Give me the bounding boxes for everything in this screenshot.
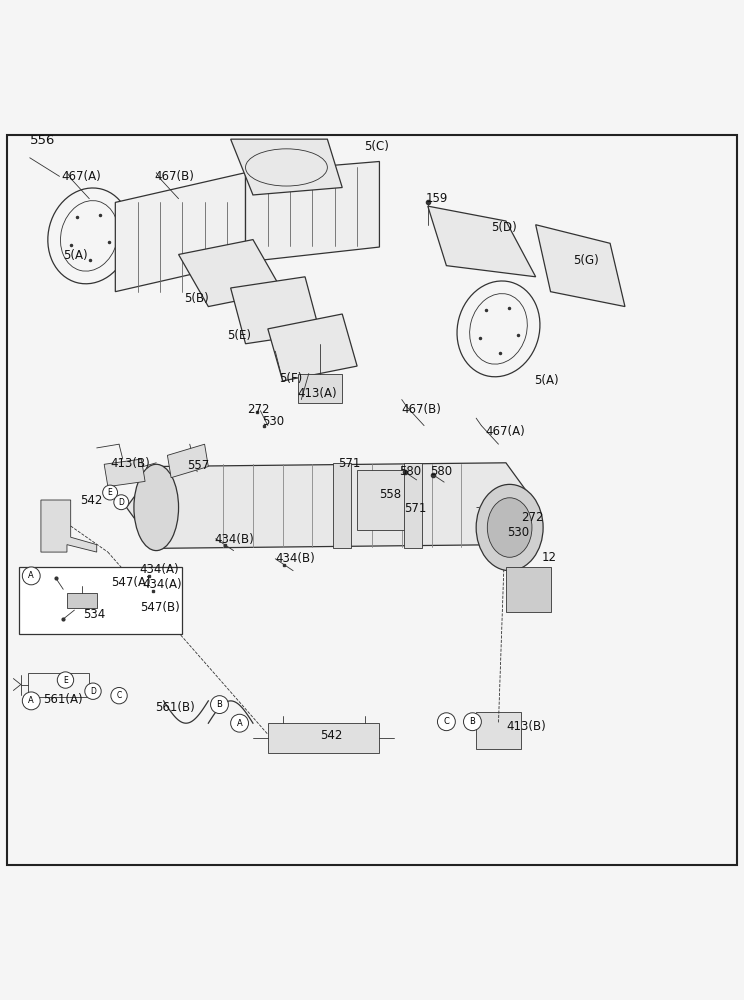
Text: 272: 272 [521, 511, 543, 524]
Text: 272: 272 [247, 403, 269, 416]
Text: 542: 542 [320, 729, 342, 742]
Circle shape [111, 687, 127, 704]
Text: 5(F): 5(F) [279, 372, 302, 385]
Text: E: E [63, 676, 68, 685]
Circle shape [437, 713, 455, 731]
Ellipse shape [476, 484, 543, 571]
Text: 530: 530 [507, 526, 530, 539]
Polygon shape [67, 593, 97, 608]
Polygon shape [246, 161, 379, 262]
Circle shape [231, 714, 248, 732]
Circle shape [22, 692, 40, 710]
Text: 547(A): 547(A) [112, 576, 151, 589]
Text: 413(B): 413(B) [506, 720, 545, 733]
Text: 5(B): 5(B) [185, 292, 209, 305]
Polygon shape [104, 459, 145, 487]
Text: 580: 580 [430, 465, 452, 478]
Text: 5(D): 5(D) [491, 221, 517, 234]
Text: 571: 571 [404, 502, 426, 515]
Text: 12: 12 [542, 551, 557, 564]
Text: D: D [90, 687, 96, 696]
Polygon shape [357, 470, 409, 530]
Bar [19, 567, 182, 634]
Text: 534: 534 [83, 608, 106, 621]
Polygon shape [476, 712, 521, 749]
Text: 159: 159 [426, 192, 448, 205]
Text: 413(B): 413(B) [110, 457, 150, 470]
Text: 434(B): 434(B) [275, 552, 315, 565]
Text: 561(A): 561(A) [43, 693, 83, 706]
Polygon shape [179, 240, 283, 307]
Circle shape [114, 495, 129, 510]
Ellipse shape [134, 464, 179, 551]
Text: 467(A): 467(A) [485, 425, 525, 438]
Text: 434(A): 434(A) [140, 563, 179, 576]
Polygon shape [231, 139, 342, 195]
Text: 434(B): 434(B) [214, 533, 254, 546]
Text: 547(B): 547(B) [140, 601, 179, 614]
Text: C: C [443, 717, 449, 726]
Text: C: C [116, 691, 122, 700]
Circle shape [57, 672, 74, 688]
Text: 556: 556 [30, 134, 55, 147]
Polygon shape [298, 374, 342, 403]
Polygon shape [167, 444, 208, 478]
Text: 561(B): 561(B) [155, 701, 194, 714]
Polygon shape [506, 567, 551, 612]
Text: D: D [118, 498, 124, 507]
Polygon shape [231, 277, 320, 344]
Text: 467(B): 467(B) [155, 170, 195, 183]
Text: B: B [469, 717, 475, 726]
Text: B: B [217, 700, 222, 709]
Polygon shape [41, 500, 97, 552]
Text: 5(C): 5(C) [365, 140, 389, 153]
Polygon shape [333, 463, 351, 548]
Text: 5(E): 5(E) [227, 329, 251, 342]
Ellipse shape [487, 498, 532, 557]
Text: E: E [108, 488, 112, 497]
Polygon shape [536, 225, 625, 307]
Text: A: A [237, 719, 243, 728]
Text: 5(A): 5(A) [63, 249, 88, 262]
Text: 557: 557 [187, 459, 210, 472]
Polygon shape [268, 723, 379, 753]
Text: A: A [28, 696, 34, 705]
Polygon shape [268, 314, 357, 381]
Circle shape [464, 713, 481, 731]
Circle shape [85, 683, 101, 699]
Text: 571: 571 [339, 457, 361, 470]
Polygon shape [126, 463, 536, 548]
Polygon shape [115, 173, 246, 292]
Text: A: A [28, 571, 34, 580]
Text: 558: 558 [379, 488, 402, 501]
Text: 542: 542 [80, 494, 103, 507]
Text: 5(G): 5(G) [573, 254, 599, 267]
Text: 467(B): 467(B) [402, 403, 442, 416]
Text: 434(A): 434(A) [143, 578, 182, 591]
Circle shape [103, 485, 118, 500]
Circle shape [22, 567, 40, 585]
Text: 467(A): 467(A) [61, 170, 100, 183]
Polygon shape [428, 206, 536, 277]
Text: 5(A): 5(A) [534, 374, 559, 387]
Text: 413(A): 413(A) [298, 387, 337, 400]
Text: 530: 530 [262, 415, 284, 428]
Polygon shape [404, 463, 422, 548]
Text: 580: 580 [400, 465, 422, 478]
Circle shape [211, 696, 228, 714]
